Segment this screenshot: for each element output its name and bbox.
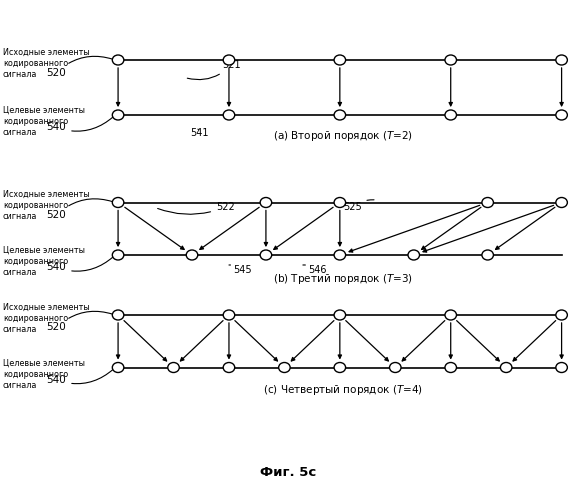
Text: 540: 540 [47, 117, 113, 132]
Circle shape [260, 198, 272, 207]
Text: 520: 520 [47, 312, 112, 332]
Text: Исходные элементы
кодированного
сигнала: Исходные элементы кодированного сигнала [3, 190, 90, 221]
Circle shape [334, 250, 346, 260]
Text: (c) Четвертый порядок ($T$=4): (c) Четвертый порядок ($T$=4) [263, 383, 423, 397]
Circle shape [112, 250, 124, 260]
Text: 541: 541 [190, 128, 209, 138]
Text: Фиг. 5c: Фиг. 5c [260, 466, 316, 479]
Text: 525: 525 [343, 200, 374, 212]
Circle shape [260, 250, 272, 260]
Text: 546: 546 [303, 265, 327, 275]
Circle shape [112, 110, 124, 120]
Text: 540: 540 [47, 370, 113, 385]
Circle shape [334, 198, 346, 207]
Circle shape [556, 362, 567, 372]
Circle shape [334, 310, 346, 320]
Circle shape [112, 310, 124, 320]
Text: 545: 545 [229, 265, 252, 275]
Circle shape [334, 110, 346, 120]
Circle shape [408, 250, 419, 260]
Text: 522: 522 [158, 202, 235, 214]
Circle shape [279, 362, 290, 372]
Circle shape [334, 55, 346, 65]
Circle shape [168, 362, 179, 372]
Circle shape [186, 250, 198, 260]
Circle shape [223, 310, 234, 320]
Text: (b) Третий порядок ($T$=3): (b) Третий порядок ($T$=3) [273, 272, 412, 285]
Circle shape [389, 362, 401, 372]
Circle shape [334, 362, 346, 372]
Text: 521: 521 [187, 60, 240, 80]
Circle shape [445, 55, 456, 65]
Circle shape [223, 362, 234, 372]
Circle shape [556, 198, 567, 207]
Circle shape [445, 310, 456, 320]
Circle shape [112, 198, 124, 207]
Circle shape [445, 110, 456, 120]
Text: Целевые элементы
кодированного
сигнала: Целевые элементы кодированного сигнала [3, 358, 85, 390]
Text: (a) Второй порядок ($T$=2): (a) Второй порядок ($T$=2) [272, 129, 413, 143]
Circle shape [556, 110, 567, 120]
Circle shape [223, 110, 234, 120]
Text: 520: 520 [47, 199, 112, 220]
Circle shape [501, 362, 512, 372]
Circle shape [482, 198, 494, 207]
Circle shape [482, 250, 494, 260]
Text: Целевые элементы
кодированного
сигнала: Целевые элементы кодированного сигнала [3, 106, 85, 137]
Circle shape [445, 362, 456, 372]
Circle shape [556, 310, 567, 320]
Circle shape [223, 55, 234, 65]
Circle shape [112, 55, 124, 65]
Circle shape [112, 362, 124, 372]
Text: Исходные элементы
кодированного
сигнала: Исходные элементы кодированного сигнала [3, 48, 90, 78]
Circle shape [556, 55, 567, 65]
Text: Целевые элементы
кодированного
сигнала: Целевые элементы кодированного сигнала [3, 246, 85, 277]
Text: Исходные элементы
кодированного
сигнала: Исходные элементы кодированного сигнала [3, 302, 90, 334]
Text: 540: 540 [47, 257, 113, 272]
Text: 520: 520 [47, 56, 112, 78]
